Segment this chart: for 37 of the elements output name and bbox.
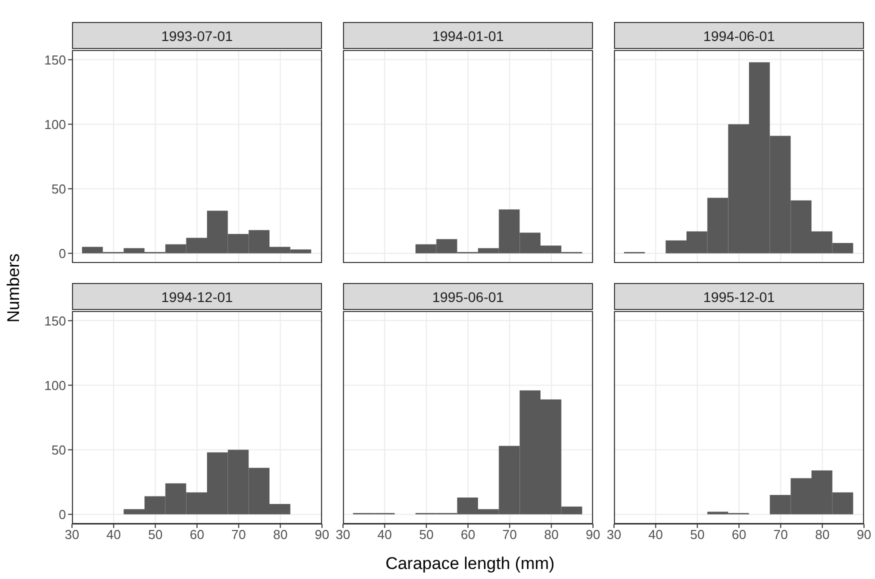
y-tick-label: 150 xyxy=(44,52,66,68)
x-tick-label: 30 xyxy=(336,527,350,542)
y-tick-label: 100 xyxy=(44,116,66,132)
x-tick-label: 90 xyxy=(856,527,872,542)
y-tick-label: 50 xyxy=(52,442,66,458)
x-tick-label: 60 xyxy=(732,527,746,542)
chart-title: 1995-06-01 xyxy=(343,283,593,310)
x-tick-label: 40 xyxy=(106,527,121,542)
x-tick-label: 30 xyxy=(606,527,622,542)
chart-title: 1993-07-01 xyxy=(72,22,322,49)
chart-title: 1994-01-01 xyxy=(343,22,593,49)
x-tick-label: 40 xyxy=(648,527,663,542)
y-tick-label: 50 xyxy=(52,181,66,196)
x-tick-label: 40 xyxy=(377,527,392,542)
x-tick-label: 70 xyxy=(773,527,788,542)
x-tick-label: 50 xyxy=(419,527,434,542)
x-axis-title: Carapace length (mm) xyxy=(385,554,555,574)
x-tick-label: 80 xyxy=(273,527,288,542)
x-tick-label: 60 xyxy=(190,527,204,542)
x-tick-label: 80 xyxy=(544,527,559,542)
y-tick-label: 150 xyxy=(44,313,66,328)
x-tick-label: 70 xyxy=(231,527,246,542)
y-tick-label: 0 xyxy=(58,506,66,522)
y-tick-label: 0 xyxy=(58,246,66,261)
x-tick-label: 70 xyxy=(502,527,517,542)
y-tick-label: 100 xyxy=(44,378,66,393)
chart-title: 1995-12-01 xyxy=(614,283,864,310)
x-tick-label: 90 xyxy=(586,527,600,542)
chart-title: 1994-12-01 xyxy=(72,283,322,310)
y-axis-title: Numbers xyxy=(4,254,24,322)
x-tick-label: 80 xyxy=(815,527,830,542)
x-tick-label: 50 xyxy=(690,527,705,542)
x-tick-label: 30 xyxy=(64,527,80,542)
chart-title: 1994-06-01 xyxy=(614,22,864,49)
x-tick-label: 50 xyxy=(148,527,163,542)
x-tick-label: 90 xyxy=(314,527,330,542)
x-tick-label: 60 xyxy=(460,527,476,542)
